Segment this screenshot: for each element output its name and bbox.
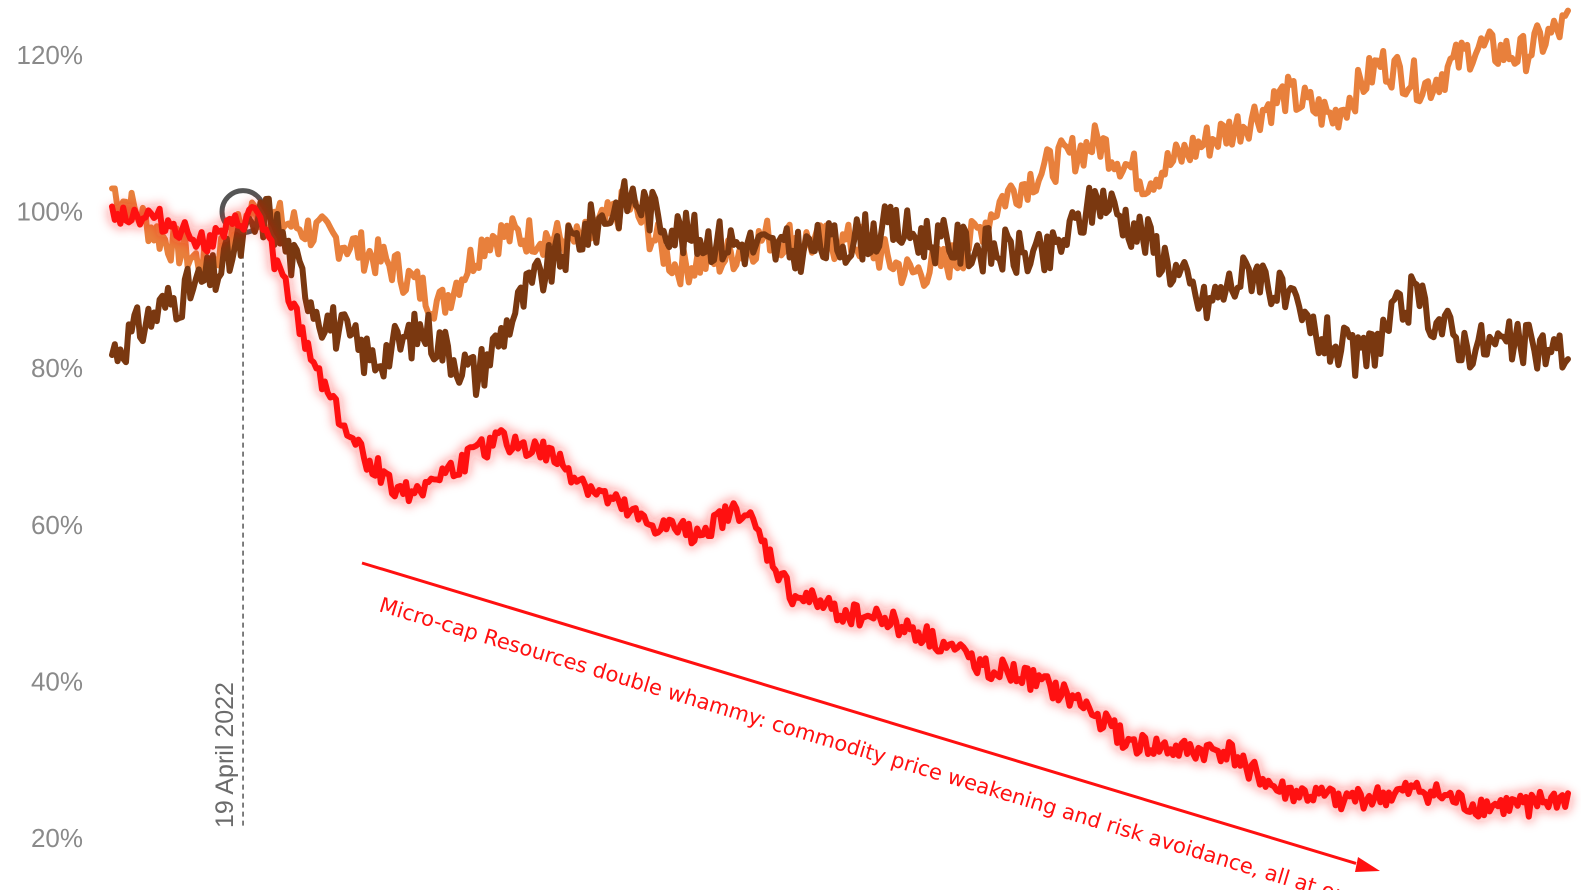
y-tick-label: 120% (17, 40, 84, 70)
brown-series-line (109, 178, 1571, 398)
y-tick-label: 20% (31, 823, 83, 853)
red-series-line (109, 203, 1571, 820)
annotation-arrowhead (1355, 857, 1380, 872)
y-tick-label: 80% (31, 353, 83, 383)
series-group (106, 7, 1574, 823)
y-tick-label: 60% (31, 510, 83, 540)
y-tick-label: 100% (17, 197, 84, 227)
y-axis: 120% 100% 80% 60% 40% 20% (17, 40, 84, 853)
annotation-arrow-line (361, 561, 1357, 865)
orange-series-line (109, 7, 1571, 322)
y-tick-label: 40% (31, 666, 83, 696)
red-series-glow (106, 201, 1574, 823)
event-date-label: 19 April 2022 (211, 682, 239, 828)
